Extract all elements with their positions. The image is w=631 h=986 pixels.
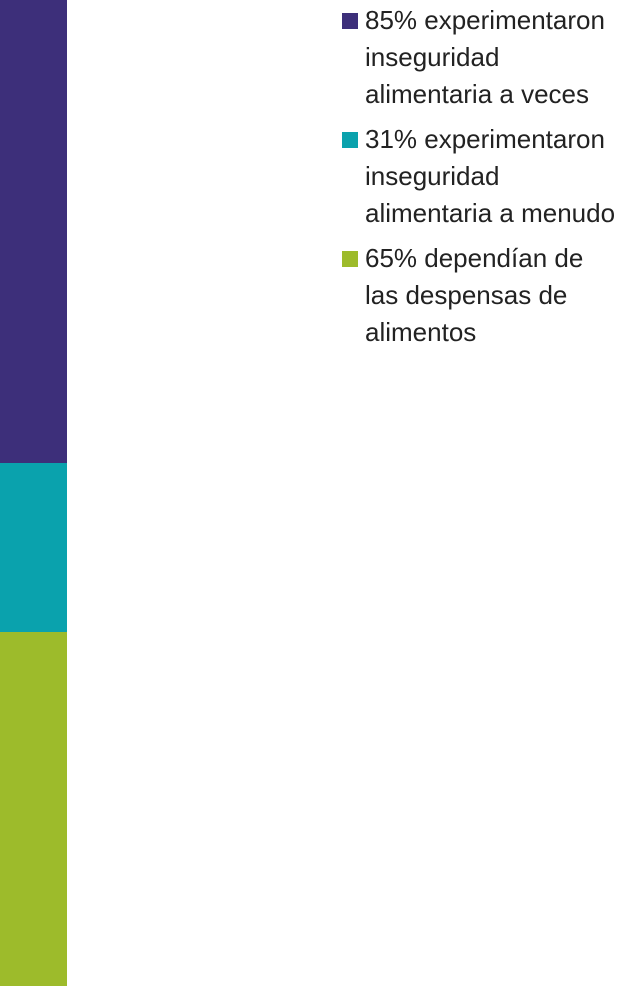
legend-swatch	[342, 251, 358, 267]
legend-swatch	[342, 132, 358, 148]
legend-label: 65% dependían de las despensas de alimen…	[365, 243, 584, 347]
bar	[0, 631, 67, 986]
bar	[0, 0, 67, 463]
legend-label: 85% experimentaron inseguridad alimentar…	[365, 5, 605, 109]
legend-label: 31% experimentaron inseguridad alimentar…	[365, 124, 616, 228]
legend: 85% experimentaron inseguridad alimentar…	[342, 2, 627, 359]
legend-swatch	[342, 13, 358, 29]
legend-item: 31% experimentaron inseguridad alimentar…	[342, 121, 627, 232]
legend-item: 65% dependían de las despensas de alimen…	[342, 240, 627, 351]
legend-item: 85% experimentaron inseguridad alimentar…	[342, 2, 627, 113]
bar	[0, 463, 67, 632]
plot-area	[0, 0, 300, 986]
